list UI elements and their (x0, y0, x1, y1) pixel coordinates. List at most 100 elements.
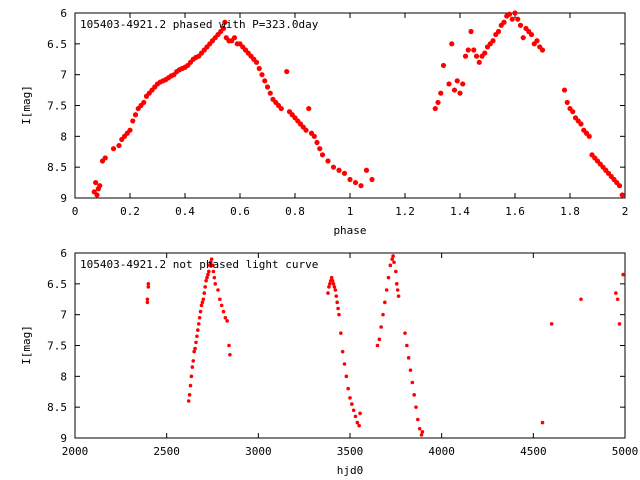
data-point (339, 331, 343, 335)
data-point (194, 340, 198, 345)
data-point (549, 322, 554, 326)
data-point (336, 306, 340, 311)
data-point (341, 170, 348, 176)
y-tick-label: 9 (60, 432, 67, 445)
y-tick-label: 7 (60, 309, 67, 322)
y-tick-label: 8 (60, 130, 67, 143)
plot-frame (74, 252, 626, 439)
axis-ticks: 0 0.2 0.4 0.6 0.8 1 1.2 1.4 1.6 1.8 2 6 6.5 7 7.5 8 8.5 9 (47, 7, 628, 218)
data-point (97, 183, 103, 189)
data-point (262, 78, 268, 84)
data-point (348, 396, 352, 400)
data-point (264, 84, 271, 90)
y-tick-label: 9 (60, 192, 67, 205)
y-tick-label: 6.5 (47, 278, 67, 291)
data-point (540, 420, 545, 425)
data-point (490, 38, 496, 44)
data-point (223, 315, 228, 320)
data-point (303, 127, 309, 133)
x-axis-label: hjd0 (337, 464, 364, 477)
data-point (212, 275, 217, 280)
data-point (539, 47, 546, 53)
data-point (227, 343, 231, 348)
data-point (317, 146, 323, 152)
data-point (278, 105, 284, 112)
data-point (198, 309, 203, 314)
data-point (201, 297, 206, 302)
data-point (570, 109, 576, 115)
data-point (476, 59, 482, 65)
plot-frame (74, 12, 626, 199)
data-point (190, 365, 195, 369)
data-point (528, 31, 535, 38)
data-point (392, 260, 396, 265)
data-points (91, 10, 625, 198)
data-point (440, 62, 447, 69)
data-point (495, 28, 502, 35)
data-point (515, 16, 521, 22)
data-point (188, 383, 193, 388)
data-point (347, 176, 353, 183)
data-point (141, 99, 147, 106)
data-point (110, 146, 117, 152)
data-point (145, 297, 150, 302)
chart-title: 105403-4921.2 phased with P=323.0day (80, 18, 319, 31)
data-point (127, 127, 133, 133)
data-point (191, 359, 196, 363)
x-tick-label: 4000 (428, 445, 455, 458)
data-point (414, 405, 418, 409)
data-point (408, 368, 413, 372)
x-tick-label: 1.6 (505, 205, 525, 218)
data-point (451, 87, 458, 93)
data-point (330, 278, 335, 283)
data-point (438, 90, 444, 96)
data-point (394, 269, 398, 274)
y-axis-label: I[mag] (20, 325, 33, 365)
data-point (352, 179, 359, 186)
data-point (206, 272, 210, 277)
data-point (221, 309, 226, 314)
data-point (146, 282, 151, 286)
unphased-light-curve-chart: 2000 2500 3000 3500 4000 4500 5000 6 6.5 7 7.5 8 8.5… (20, 247, 638, 477)
y-tick-label: 7.5 (47, 100, 67, 113)
data-point (386, 275, 391, 280)
data-point (621, 272, 625, 277)
data-point (344, 374, 349, 379)
data-point (207, 269, 211, 274)
data-point (208, 260, 213, 265)
x-tick-label: 3000 (245, 445, 272, 458)
x-tick-label: 0.4 (175, 205, 195, 218)
data-point (391, 254, 395, 258)
data-point (375, 343, 380, 348)
data-point (94, 192, 100, 198)
data-point (435, 99, 441, 106)
data-point (306, 105, 312, 112)
x-tick-label: 0 (72, 205, 79, 218)
data-point (342, 362, 347, 366)
data-point (561, 87, 568, 93)
y-tick-label: 7 (60, 69, 67, 82)
data-point (446, 81, 452, 87)
data-point (471, 47, 477, 53)
data-point (329, 275, 334, 280)
data-point (328, 282, 332, 286)
data-point (200, 300, 205, 305)
data-point (412, 393, 416, 397)
data-point (616, 183, 623, 189)
data-point (419, 433, 424, 437)
x-tick-label: 1.4 (450, 205, 470, 218)
data-point (93, 179, 99, 186)
data-point (259, 72, 265, 78)
data-point (406, 356, 411, 360)
data-point (330, 164, 337, 170)
data-point (202, 291, 207, 295)
x-tick-label: 0.6 (230, 205, 250, 218)
x-tick-label: 0.8 (285, 205, 305, 218)
data-point (284, 68, 290, 75)
data-point (222, 19, 228, 25)
data-point (350, 402, 354, 406)
data-point (454, 78, 460, 84)
y-tick-label: 8.5 (47, 161, 67, 174)
y-tick-label: 6 (60, 7, 67, 20)
